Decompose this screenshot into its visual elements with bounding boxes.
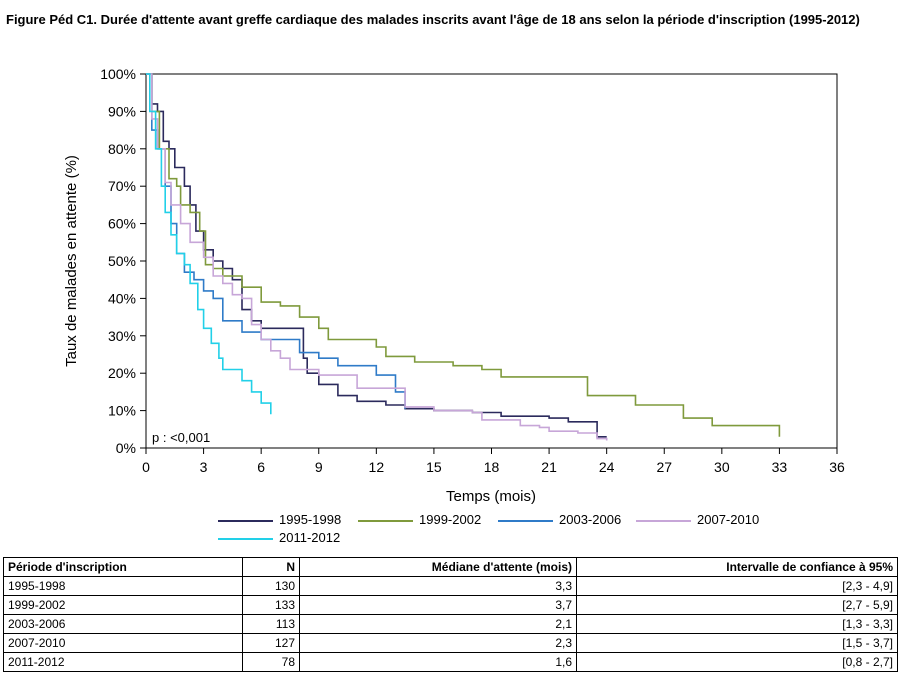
x-tick-label: 0: [142, 459, 150, 475]
y-tick-label: 90%: [108, 103, 136, 119]
cell-n: 130: [242, 576, 300, 596]
results-table: Période d'inscription N Médiane d'attent…: [3, 557, 898, 672]
y-tick-label: 0%: [116, 440, 136, 456]
legend-label: 1999-2002: [419, 512, 482, 527]
series-line-2011-2012: [146, 73, 272, 415]
legend-label: 2007-2010: [697, 512, 760, 527]
x-tick-label: 9: [315, 459, 323, 475]
y-tick-label: 40%: [108, 290, 136, 306]
legend-item-2011-2012: 2011-2012: [218, 530, 340, 546]
y-tick-label: 80%: [108, 141, 136, 157]
cell-mediane: 1,6: [299, 652, 577, 672]
legend-item-2003-2006: 2003-2006: [498, 512, 621, 528]
legend-swatch: [498, 519, 553, 522]
legend-label: 2003-2006: [559, 512, 622, 527]
cell-periode: 1995-1998: [3, 576, 243, 596]
table-row: 2011-2012 78 1,6 [0,8 - 2,7]: [3, 652, 898, 672]
x-tick-label: 15: [426, 459, 442, 475]
table-row: 2003-2006 113 2,1 [1,3 - 3,3]: [3, 614, 898, 634]
legend-swatch: [218, 537, 273, 540]
legend-swatch: [358, 519, 413, 522]
cell-n: 113: [242, 614, 300, 634]
cell-mediane: 2,3: [299, 633, 577, 653]
x-tick-label: 30: [714, 459, 730, 475]
y-tick-label: 50%: [108, 253, 136, 269]
x-tick-label: 3: [200, 459, 208, 475]
cell-n: 133: [242, 595, 300, 615]
cell-intervalle: [2,7 - 5,9]: [576, 595, 898, 615]
legend-item-1995-1998: 1995-1998: [218, 512, 341, 528]
x-tick-label: 27: [656, 459, 672, 475]
figure-title: Figure Péd C1. Durée d'attente avant gre…: [6, 12, 860, 27]
cell-intervalle: [0,8 - 2,7]: [576, 652, 898, 672]
series-line-2003-2006: [146, 73, 406, 409]
legend-swatch: [218, 519, 273, 522]
x-tick-label: 12: [369, 459, 385, 475]
header-intervalle: Intervalle de confiance à 95%: [576, 557, 898, 577]
header-n: N: [242, 557, 300, 577]
p-value-annotation: p : <0,001: [152, 430, 210, 445]
x-axis: 0 3 6 9 12 15 18 21 24 27 30 33 36: [142, 448, 845, 475]
cell-n: 78: [242, 652, 300, 672]
x-tick-label: 36: [829, 459, 845, 475]
cell-mediane: 2,1: [299, 614, 577, 634]
legend-swatch: [636, 519, 691, 522]
y-axis: 0% 10% 20% 30% 40% 50% 60% 70% 80% 90% 100%: [100, 66, 146, 456]
y-axis-label: Taux de malades en attente (%): [63, 155, 80, 367]
cell-periode: 2007-2010: [3, 633, 243, 653]
cell-intervalle: [1,3 - 3,3]: [576, 614, 898, 634]
cell-n: 127: [242, 633, 300, 653]
table-header-row: Période d'inscription N Médiane d'attent…: [3, 557, 898, 577]
y-tick-label: 60%: [108, 216, 136, 232]
y-tick-label: 30%: [108, 328, 136, 344]
legend-item-2007-2010: 2007-2010: [636, 512, 759, 528]
x-axis-label: Temps (mois): [446, 488, 536, 505]
series-line-1995-1998: [146, 73, 607, 438]
plot-area-frame: [145, 73, 838, 449]
table-row: 1999-2002 133 3,7 [2,7 - 5,9]: [3, 595, 898, 615]
cell-intervalle: [1,5 - 3,7]: [576, 633, 898, 653]
y-tick-label: 20%: [108, 365, 136, 381]
x-tick-label: 21: [541, 459, 557, 475]
table-row: 2007-2010 127 2,3 [1,5 - 3,7]: [3, 633, 898, 653]
legend-label: 2011-2012: [279, 530, 341, 545]
y-tick-label: 10%: [108, 403, 136, 419]
header-mediane: Médiane d'attente (mois): [299, 557, 577, 577]
cell-mediane: 3,3: [299, 576, 577, 596]
cell-periode: 2003-2006: [3, 614, 243, 634]
cell-periode: 2011-2012: [3, 652, 243, 672]
cell-periode: 1999-2002: [3, 595, 243, 615]
cell-mediane: 3,7: [299, 595, 577, 615]
x-tick-label: 6: [257, 459, 265, 475]
y-tick-label: 100%: [100, 66, 136, 82]
series-line-1999-2002: [146, 73, 781, 437]
series-lines: [146, 73, 781, 441]
header-periode: Période d'inscription: [3, 557, 243, 577]
table-row: 1995-1998 130 3,3 [2,3 - 4,9]: [3, 576, 898, 596]
legend-item-1999-2002: 1999-2002: [358, 512, 481, 528]
x-tick-label: 18: [484, 459, 500, 475]
x-tick-label: 33: [772, 459, 788, 475]
survival-chart: 0%10%20%30%40%50%60%70%80%90%100% 0 3 6 9 12…: [63, 66, 845, 505]
x-tick-label: 24: [599, 459, 615, 475]
series-line-2007-2010: [146, 73, 608, 441]
y-tick-label: 70%: [108, 178, 136, 194]
cell-intervalle: [2,3 - 4,9]: [576, 576, 898, 596]
legend-label: 1995-1998: [279, 512, 342, 527]
